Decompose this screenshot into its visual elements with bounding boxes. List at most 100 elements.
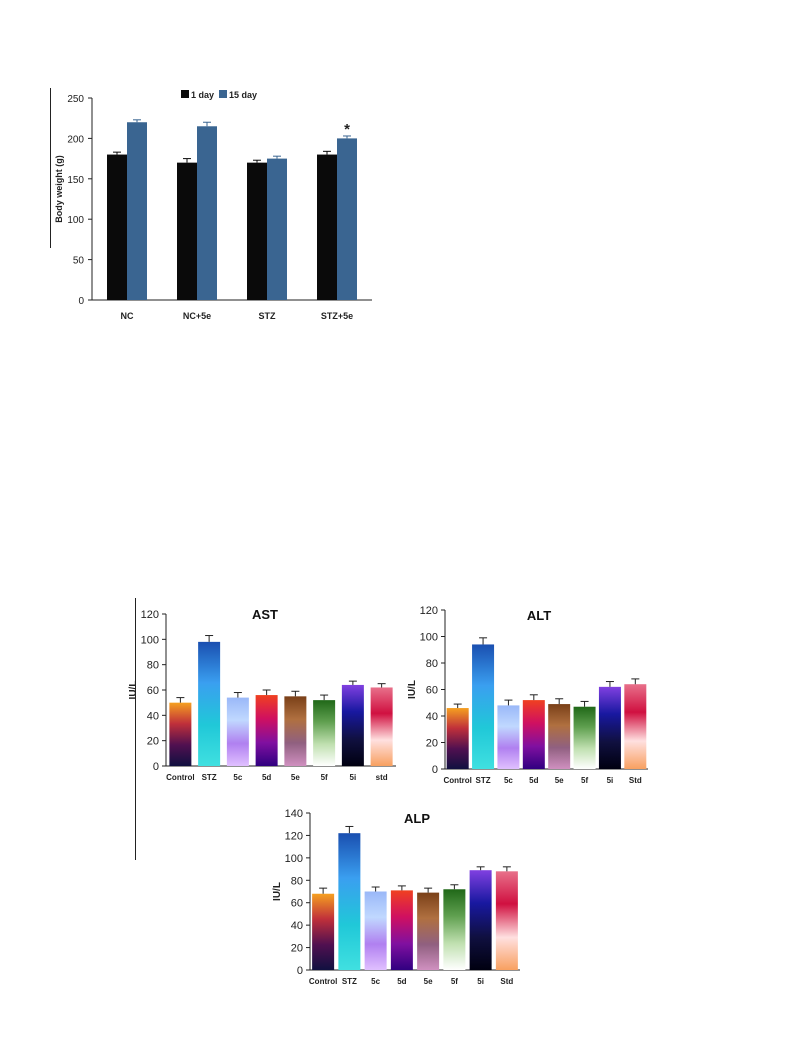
x-tick-label: Control [166,773,194,782]
y-tick-label: 20 [291,943,303,955]
chart-title: ALP [404,811,430,826]
bar-1-day [107,154,127,300]
left-margin-line-top [50,88,51,248]
legend-swatch [219,90,227,98]
y-axis-label: Body weight (g) [54,155,64,223]
bar [169,702,192,766]
bar [338,833,361,970]
y-tick-label: 0 [297,965,303,977]
bar [255,695,278,766]
bar [443,889,466,970]
bar [472,644,495,769]
bar [548,704,571,769]
y-tick-label: 40 [426,711,438,723]
left-margin-line-bottom [135,598,136,860]
bar-15-day [267,158,287,300]
alp-chart: 0 20 40 60 80 100 120 140 IU/L ALP Control STZ 5c 5d 5… [272,808,520,986]
y-tick-label: 120 [420,605,438,617]
y-tick-label: 60 [147,685,159,697]
x-tick-label: 5e [291,773,300,782]
x-tick-label: 5i [607,776,614,785]
x-tick-label: NC [121,311,134,321]
y-tick-label: 80 [147,660,159,672]
x-tick-label: Control [309,977,337,986]
y-tick-label: 100 [285,853,303,865]
y-tick-label: 250 [67,94,84,105]
bar [284,696,307,766]
x-tick-label: 5e [555,776,564,785]
y-tick-label: 60 [291,898,303,910]
y-tick-label: 80 [291,875,303,887]
y-tick-label: 0 [153,761,159,773]
x-tick-label: 5i [350,773,357,782]
x-tick-label: STZ [476,776,491,785]
bar [573,706,596,769]
y-tick-label: 0 [432,764,438,776]
x-tick-label: 5f [321,773,328,782]
bar [598,686,621,769]
bar [469,870,492,970]
bar-1-day [177,162,197,300]
x-tick-label: STZ+5e [321,311,353,321]
bar [417,892,440,970]
y-tick-label: 40 [147,710,159,722]
bar [341,684,364,766]
y-axis-label: IU/L [272,882,283,901]
bar [390,890,413,970]
chart-title: ALT [527,608,551,623]
bar [624,684,647,769]
bar [364,891,387,970]
y-tick-label: 60 [426,685,438,697]
y-tick-label: 0 [78,296,84,307]
y-axis-label: IU/L [407,680,418,699]
x-tick-label: 5f [451,977,458,986]
bar [313,700,336,766]
bar [198,641,221,766]
x-tick-label: Std [500,977,513,986]
ast-chart: 0 20 40 60 80 100 120 IU/L AST Control STZ 5c 5d 5e 5f… [128,607,396,782]
y-tick-label: 80 [426,658,438,670]
y-tick-label: 40 [291,920,303,932]
x-tick-label: 5e [424,977,433,986]
y-tick-label: 20 [147,736,159,748]
y-axis-label: IU/L [128,681,139,700]
legend-swatch [181,90,189,98]
significance-marker: * [344,121,350,138]
x-tick-label: STZ [202,773,217,782]
x-tick-label: 5c [233,773,242,782]
alt-chart: 0 20 40 60 80 100 120 IU/L ALT Control STZ 5c 5d 5e 5f… [407,605,648,785]
y-tick-label: 100 [420,632,438,644]
bar [522,700,545,769]
x-tick-label: 5d [529,776,538,785]
y-tick-label: 120 [285,830,303,842]
bar [446,708,469,769]
x-tick-label: STZ [259,311,277,321]
bar [495,871,518,970]
bar-1-day [317,154,337,300]
x-tick-label: NC+5e [183,311,211,321]
y-tick-label: 120 [141,609,159,621]
bar [497,705,520,769]
bar-15-day [127,122,147,301]
y-tick-label: 200 [67,134,84,145]
bar [312,893,335,970]
y-tick-label: 50 [73,256,85,267]
x-tick-label: 5d [397,977,406,986]
y-tick-label: 140 [285,808,303,820]
x-tick-label: STZ [342,977,357,986]
bar-1-day [247,162,267,300]
bar [226,697,249,766]
x-tick-label: 5c [504,776,513,785]
chart-title: AST [252,607,278,622]
x-tick-label: Control [443,776,471,785]
x-tick-label: 5f [581,776,588,785]
body-weight-chart: 0 50 100 150 200 250 Body weight (g) NC NC+5e STZ… [54,90,372,321]
bar [370,687,393,766]
legend-label: 1 day [191,90,214,100]
y-tick-label: 100 [67,215,84,226]
x-tick-label: 5c [371,977,380,986]
legend-label: 15 day [229,90,257,100]
y-tick-label: 150 [67,175,84,186]
x-tick-label: 5d [262,773,271,782]
x-tick-label: Std [629,776,642,785]
